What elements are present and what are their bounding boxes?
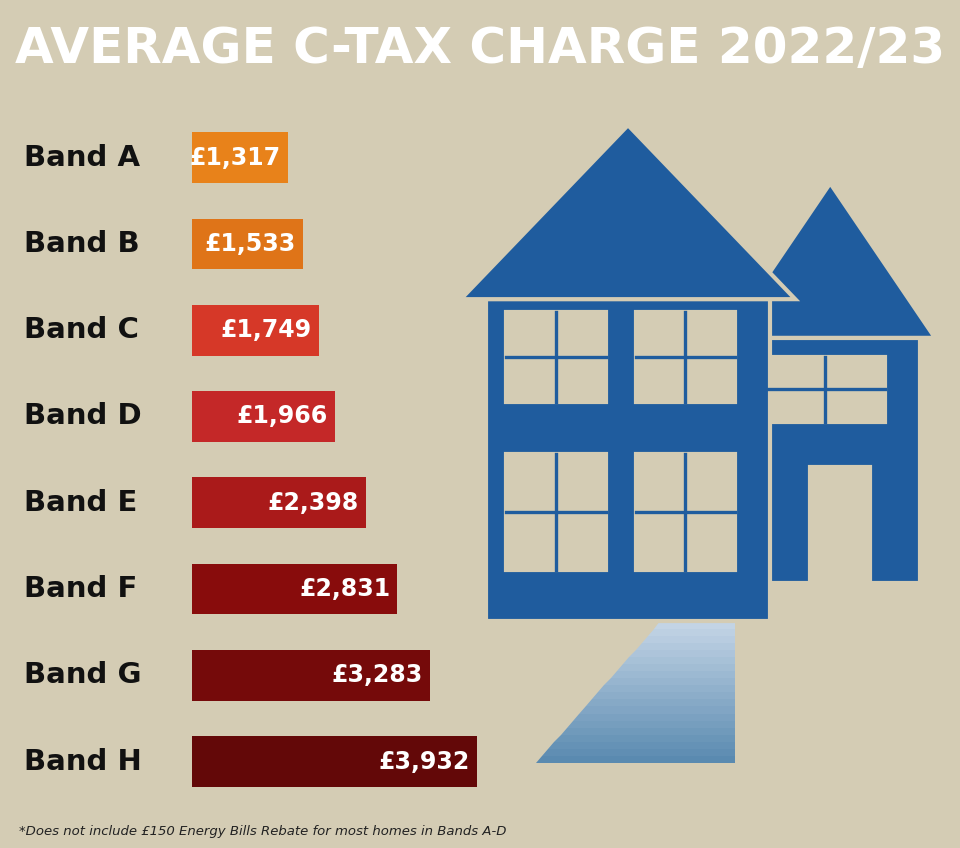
Polygon shape bbox=[541, 749, 735, 756]
Text: £3,932: £3,932 bbox=[379, 750, 470, 773]
Text: Band E: Band E bbox=[24, 488, 137, 516]
Polygon shape bbox=[636, 312, 735, 402]
Text: £2,831: £2,831 bbox=[300, 577, 391, 601]
Polygon shape bbox=[566, 721, 735, 728]
Polygon shape bbox=[605, 678, 735, 685]
Polygon shape bbox=[630, 650, 735, 657]
FancyBboxPatch shape bbox=[192, 477, 366, 528]
Polygon shape bbox=[506, 454, 606, 570]
Text: £2,398: £2,398 bbox=[268, 491, 359, 515]
Polygon shape bbox=[536, 756, 735, 763]
Text: Band G: Band G bbox=[24, 661, 141, 689]
Polygon shape bbox=[580, 706, 735, 713]
Polygon shape bbox=[461, 126, 795, 299]
Text: Band F: Band F bbox=[24, 575, 137, 603]
Text: Band C: Band C bbox=[24, 316, 139, 344]
Text: Band B: Band B bbox=[24, 230, 139, 258]
Polygon shape bbox=[641, 636, 735, 643]
Polygon shape bbox=[616, 664, 735, 671]
Polygon shape bbox=[623, 657, 735, 664]
Polygon shape bbox=[561, 728, 735, 735]
Polygon shape bbox=[810, 466, 870, 583]
Polygon shape bbox=[740, 338, 920, 583]
Text: Band A: Band A bbox=[24, 143, 140, 172]
Polygon shape bbox=[765, 357, 885, 421]
FancyBboxPatch shape bbox=[192, 219, 303, 270]
Text: £1,749: £1,749 bbox=[221, 318, 312, 343]
Text: £1,966: £1,966 bbox=[236, 404, 327, 428]
Polygon shape bbox=[726, 183, 935, 338]
Polygon shape bbox=[636, 454, 735, 570]
Text: Band D: Band D bbox=[24, 403, 142, 431]
FancyBboxPatch shape bbox=[192, 736, 477, 787]
Text: AVERAGE C-TAX CHARGE 2022/23: AVERAGE C-TAX CHARGE 2022/23 bbox=[15, 25, 945, 73]
Text: £1,533: £1,533 bbox=[204, 232, 296, 256]
FancyBboxPatch shape bbox=[192, 650, 430, 700]
FancyBboxPatch shape bbox=[192, 564, 397, 615]
FancyBboxPatch shape bbox=[192, 391, 335, 442]
FancyBboxPatch shape bbox=[192, 304, 319, 355]
Polygon shape bbox=[598, 685, 735, 692]
Polygon shape bbox=[555, 735, 735, 742]
Polygon shape bbox=[655, 622, 735, 628]
Text: *Does not include £150 Energy Bills Rebate for most homes in Bands A-D: *Does not include £150 Energy Bills Reba… bbox=[19, 825, 507, 838]
Polygon shape bbox=[636, 643, 735, 650]
Polygon shape bbox=[586, 700, 735, 706]
Polygon shape bbox=[611, 671, 735, 678]
FancyBboxPatch shape bbox=[192, 132, 288, 183]
Polygon shape bbox=[506, 312, 606, 402]
Text: £3,283: £3,283 bbox=[332, 663, 423, 687]
Polygon shape bbox=[648, 628, 735, 636]
Text: £1,317: £1,317 bbox=[189, 146, 280, 170]
Polygon shape bbox=[573, 713, 735, 721]
Polygon shape bbox=[486, 299, 770, 622]
Polygon shape bbox=[548, 742, 735, 749]
Text: Band H: Band H bbox=[24, 747, 142, 776]
Polygon shape bbox=[591, 692, 735, 700]
